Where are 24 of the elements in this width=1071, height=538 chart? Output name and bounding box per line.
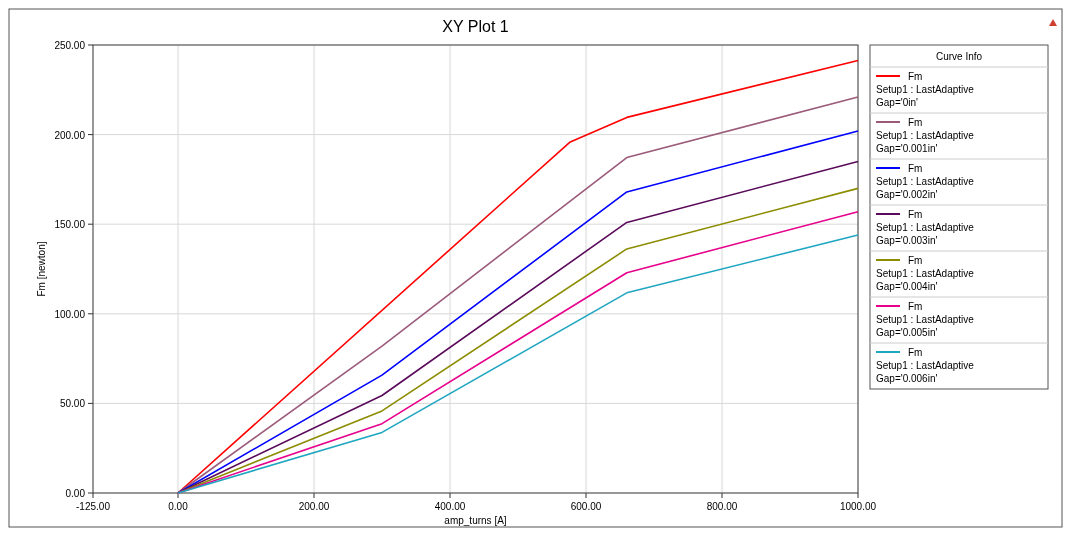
- y-tick-label: 150.00: [54, 219, 86, 231]
- y-tick-label: 250.00: [54, 40, 86, 51]
- x-tick-label: 800.00: [706, 501, 738, 512]
- y-tick-label: 200.00: [54, 129, 86, 141]
- y-axis-title: Fm [newton]: [36, 241, 47, 297]
- y-tick-label: 50.00: [59, 398, 86, 410]
- x-axis-title: amp_turns [A]: [444, 515, 507, 526]
- legend-label: Fm Setup1 : LastAdaptive Gap='0.004in': [876, 255, 975, 292]
- chart-title: XY Plot 1: [442, 18, 509, 35]
- x-tick-label: 200.00: [298, 501, 330, 512]
- legend-label: Fm Setup1 : LastAdaptive Gap='0.003in': [876, 209, 975, 246]
- legend-label: Fm Setup1 : LastAdaptive Gap='0in': [876, 71, 975, 108]
- x-tick-label: 0.00: [168, 501, 189, 512]
- y-tick-label: 100.00: [54, 308, 86, 320]
- x-tick-label: 400.00: [434, 501, 466, 512]
- legend-label: Fm Setup1 : LastAdaptive Gap='0.005in': [876, 301, 975, 338]
- y-tick-label: 0.00: [65, 488, 86, 499]
- legend-label: Fm Setup1 : LastAdaptive Gap='0.001in': [876, 117, 975, 154]
- legend-label: Fm Setup1 : LastAdaptive Gap='0.002in': [876, 163, 975, 200]
- x-tick-label: 600.00: [570, 501, 602, 512]
- legend-label: Fm Setup1 : LastAdaptive Gap='0.006in': [876, 347, 975, 384]
- x-tick-label: 1000.00: [839, 501, 877, 512]
- legend-title: Curve Info: [935, 51, 983, 62]
- x-tick-label: -125.00: [76, 501, 111, 512]
